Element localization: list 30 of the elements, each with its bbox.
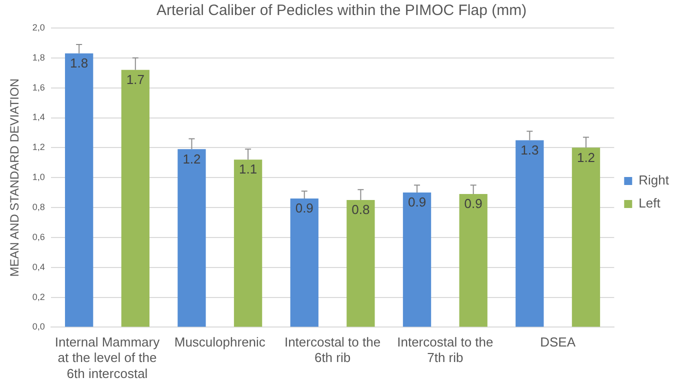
y-tick-label: 1,4 <box>32 112 45 122</box>
data-label: 1.3 <box>520 142 539 158</box>
y-tick-label: 0,8 <box>32 202 45 212</box>
x-tick-label: Musculophrenic <box>174 334 266 350</box>
data-label: 1.2 <box>182 151 201 166</box>
data-label: 1.7 <box>126 72 144 87</box>
data-label: 1.1 <box>239 162 258 177</box>
y-tick-label: 0,6 <box>32 232 45 242</box>
data-label: 1.8 <box>70 56 88 71</box>
y-tick-label: 1,0 <box>32 172 45 182</box>
data-label: 0.9 <box>295 200 314 216</box>
y-tick-label: 1,2 <box>32 142 45 152</box>
chart-title: Arterial Caliber of Pedicles within the PIMOC Flap (mm) <box>156 2 527 20</box>
x-tick-label: DSEA <box>540 334 576 350</box>
x-tick-label: Intercostal to the 6th rib <box>284 334 381 366</box>
data-label: 0.9 <box>408 194 426 210</box>
data-label: 0.8 <box>352 202 370 218</box>
x-tick-label: Intercostal to the 7th rib <box>397 334 494 366</box>
y-tick-label: 1,6 <box>32 82 45 92</box>
data-label: 0.9 <box>464 196 482 212</box>
y-axis-title: MEAN AND STANDARD DEVIATION <box>8 78 22 277</box>
legend-label: Left <box>638 196 661 211</box>
y-tick-label: 2,0 <box>32 22 45 32</box>
y-tick-label: 0,4 <box>32 262 45 272</box>
data-label: 1.2 <box>576 150 596 165</box>
y-tick-label: 1,8 <box>32 52 45 62</box>
x-tick-label: Internal Mammary at the level of the 6th intercostal <box>54 334 160 381</box>
y-tick-label: 0,2 <box>32 292 45 302</box>
y-tick-label: 0,0 <box>32 322 45 332</box>
legend-label: Right <box>638 172 670 188</box>
